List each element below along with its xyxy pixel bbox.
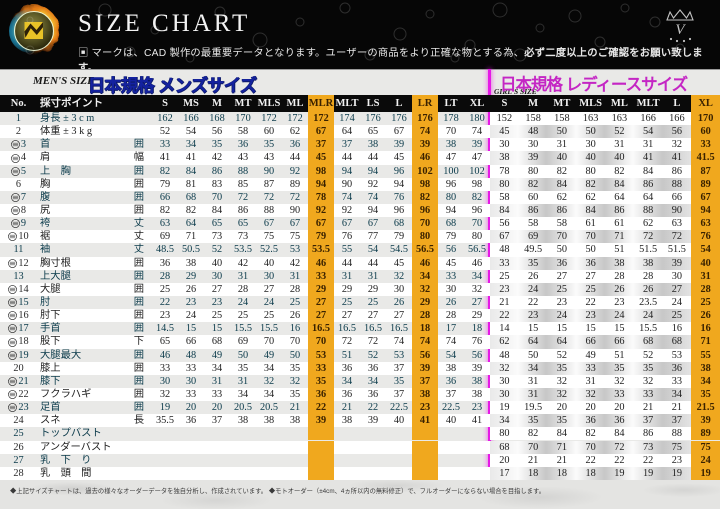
svg-text:V: V: [675, 22, 686, 38]
